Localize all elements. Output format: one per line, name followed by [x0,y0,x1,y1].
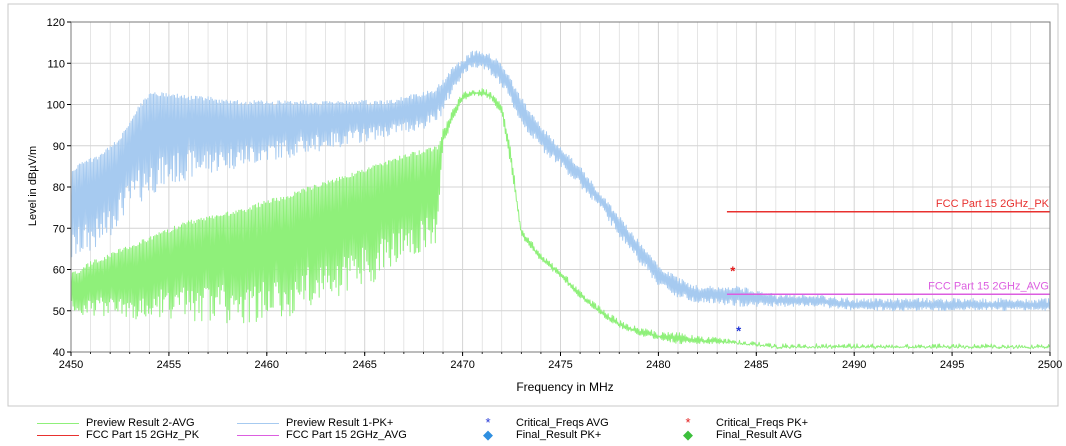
y-tick-label: 100 [47,100,65,112]
legend-label: FCC Part 15 2GHz_AVG [286,429,407,441]
legend-item: * Critical_Freqs PK+ [660,416,808,430]
legend-label: Final_Result AVG [716,429,803,441]
x-tick-label: 2485 [744,359,768,371]
legend-line-swatch [230,422,286,424]
legend-line-swatch [30,434,86,436]
limit-label: FCC Part 15 2GHz_PK [936,198,1050,210]
legend-line-swatch [30,422,86,424]
y-tick-label: 120 [47,17,65,29]
legend: Preview Result 2-AVG Preview Result 1-PK+… [0,414,1066,446]
x-tick-label: 2465 [352,359,376,371]
y-tick-label: 70 [53,223,65,235]
x-tick-label: 2490 [842,359,866,371]
legend-line-swatch [230,434,286,436]
y-tick-label: 90 [53,141,65,153]
x-tick-label: 2495 [940,359,964,371]
limit-label: FCC Part 15 2GHz_AVG [928,280,1049,292]
legend-label: Preview Result 2-AVG [86,417,195,429]
markers: ** [730,264,742,339]
legend-label: Preview Result 1-PK+ [286,417,394,429]
legend-line [237,422,279,424]
diamond-glyph: ◆ [483,427,493,442]
legend-label: Critical_Freqs PK+ [716,417,809,429]
legend-item: ◆ Final_Result AVG [660,428,802,442]
legend-label: Final_Result PK+ [516,429,602,441]
legend-star-icon: * [460,415,516,430]
legend-item: * Critical_Freqs AVG [460,415,609,430]
y-tick-label: 110 [47,58,65,70]
legend-item: FCC Part 15 2GHz_PK [30,428,199,442]
x-tick-label: 2500 [1038,359,1062,371]
y-tick-label: 80 [53,182,65,194]
limit-lines: FCC Part 15 2GHz_PK FCC Part 15 2GHz_AVG [726,198,1050,296]
x-tick-label: 2455 [157,359,181,371]
legend-diamond-icon: ◆ [460,427,516,442]
star-glyph: * [685,415,691,430]
legend-diamond-icon: ◆ [660,427,716,442]
series-preview-result-1-pk- [70,50,1051,312]
legend-item: ◆ Final_Result PK+ [460,428,601,442]
legend-line [237,434,279,436]
legend-star-icon: * [660,415,716,430]
legend-item: FCC Part 15 2GHz_AVG [230,428,407,442]
chart-frame [7,3,1059,407]
series-preview-result-2-avg [70,88,1051,350]
x-tick-label: 2475 [548,359,572,371]
x-tick-label: 2470 [450,359,474,371]
legend-line [37,422,79,424]
y-tick-label: 50 [53,306,65,318]
y-tick-label: 40 [53,347,65,359]
legend-item: Preview Result 2-AVG [30,416,195,430]
x-axis-label: Frequency in MHz [516,380,613,394]
x-tick-label: 2450 [59,359,83,371]
critical-freq-marker: * [736,323,742,338]
diamond-glyph: ◆ [683,427,693,442]
legend-label: FCC Part 15 2GHz_PK [86,429,200,441]
y-axis-label: Level in dBµV/m [27,146,39,226]
legend-label: Critical_Freqs AVG [516,417,609,429]
axes: 2450 2455 2460 2465 2470 2475 2480 2485 2490 2495… [47,17,1063,371]
x-tick-label: 2480 [646,359,670,371]
critical-freq-marker: * [730,264,736,279]
star-glyph: * [485,415,491,430]
legend-line [37,434,79,436]
legend-item: Preview Result 1-PK+ [230,416,393,430]
x-tick-label: 2460 [255,359,279,371]
y-tick-label: 60 [53,265,65,277]
series-layer [70,50,1051,350]
